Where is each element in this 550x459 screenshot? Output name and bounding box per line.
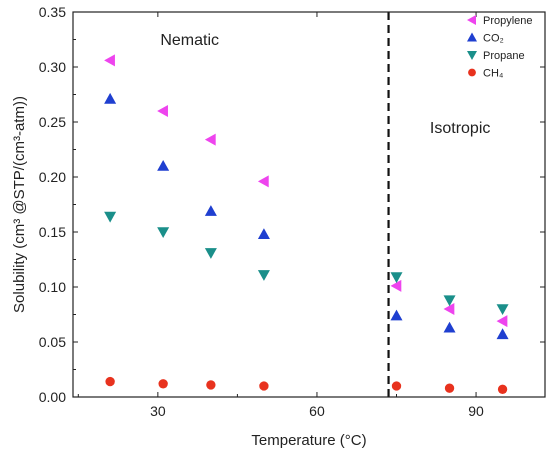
- data-point-propane: [257, 270, 270, 281]
- y-axis-title: Solubility (cm³ @STP/(cm³-atm)): [11, 96, 28, 313]
- legend: Propylene CO₂ Propane CH₄: [467, 15, 533, 80]
- x-tick-label: 60: [309, 403, 325, 419]
- legend-label: Propylene: [483, 15, 533, 27]
- data-point-propylene: [204, 133, 216, 146]
- legend-label: CH₄: [483, 68, 504, 80]
- data-point-co: [257, 228, 270, 239]
- data-point-ch: [444, 383, 455, 393]
- region-label: Isotropic: [430, 120, 490, 137]
- y-tick-label: 0.25: [39, 114, 66, 130]
- data-point-propane: [157, 227, 170, 238]
- legend-marker: [468, 68, 476, 77]
- data-point-ch: [206, 380, 216, 390]
- data-point-propylene: [257, 175, 269, 188]
- x-tick-label: 30: [150, 403, 166, 419]
- data-point-propane: [443, 295, 456, 307]
- legend-marker: [467, 51, 477, 60]
- y-tick-label: 0.05: [39, 334, 66, 350]
- legend-label: CO₂: [483, 33, 504, 45]
- data-point-co: [443, 321, 456, 333]
- data-point-propane: [390, 272, 403, 284]
- y-tick-label: 0.00: [39, 389, 66, 405]
- data-point-co: [390, 309, 403, 321]
- data-point-propane: [204, 248, 217, 259]
- data-point-ch: [497, 384, 508, 394]
- y-tick-label: 0.10: [39, 279, 66, 295]
- data-point-propane: [496, 304, 509, 315]
- region-label: Nematic: [160, 32, 219, 49]
- x-tick-label: 90: [468, 403, 484, 419]
- data-point-propylene: [496, 315, 508, 328]
- data-point-ch: [105, 376, 115, 387]
- data-point-ch: [259, 381, 269, 391]
- data-point-co: [496, 328, 509, 340]
- data-point-propylene: [390, 279, 402, 292]
- data-point-propane: [104, 211, 117, 223]
- data-point-propylene: [104, 54, 115, 67]
- y-tick-label: 0.30: [39, 59, 66, 75]
- legend-marker: [467, 15, 476, 25]
- legend-marker: [467, 32, 477, 42]
- data-point-propylene: [157, 105, 168, 117]
- data-point-propylene: [443, 303, 455, 315]
- data-point-ch: [158, 379, 168, 389]
- y-tick-label: 0.20: [39, 169, 66, 185]
- y-tick-label: 0.15: [39, 224, 66, 240]
- x-axis-title: Temperature (°C): [251, 432, 366, 449]
- data-point-co: [157, 160, 170, 171]
- data-point-co: [104, 92, 117, 104]
- data-point-co: [204, 205, 217, 216]
- legend-label: Propane: [483, 50, 525, 62]
- data-point-ch: [391, 381, 402, 391]
- y-tick-label: 0.35: [39, 4, 66, 20]
